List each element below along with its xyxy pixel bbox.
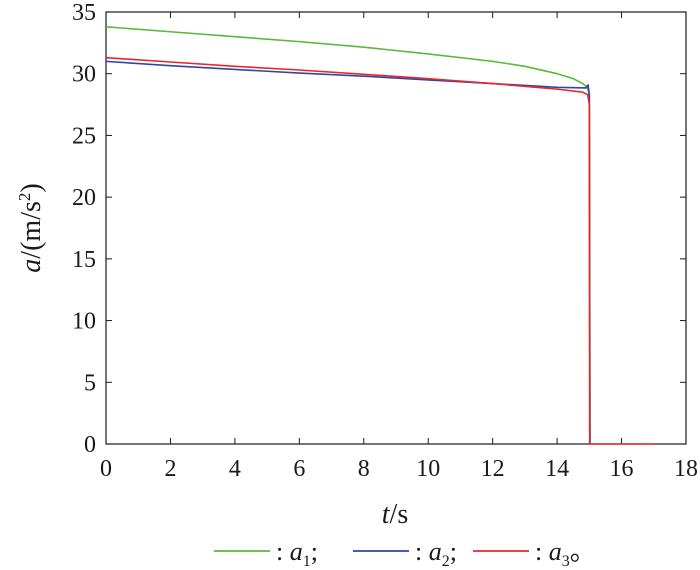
x-tick-label: 8 — [358, 456, 370, 482]
y-tick-label: 30 — [72, 62, 96, 88]
x-tick-label: 0 — [100, 456, 112, 482]
x-tick-label: 14 — [545, 456, 569, 482]
y-tick-label: 10 — [72, 309, 96, 335]
legend: : a1; : a2; : a3。 — [214, 537, 596, 570]
legend-label-a2: : a2; — [415, 537, 457, 570]
x-tick-label: 4 — [229, 456, 241, 482]
y-tick-label: 20 — [72, 185, 96, 211]
legend-label-a1: : a1; — [276, 537, 318, 570]
x-tick-label: 12 — [481, 456, 505, 482]
x-tick-label: 10 — [416, 456, 440, 482]
x-tick-label: 18 — [674, 456, 698, 482]
x-tick-label: 2 — [164, 456, 176, 482]
legend-label-a3: : a3。 — [535, 537, 596, 570]
y-axis-ticks: 0 5 10 15 20 25 30 35 — [72, 0, 686, 458]
x-tick-label: 6 — [293, 456, 305, 482]
y-tick-label: 25 — [72, 123, 96, 149]
y-tick-label: 15 — [72, 247, 96, 273]
x-axis-label: t/s — [382, 499, 408, 530]
y-axis-label: a/(m/s2) — [15, 183, 47, 272]
series-line-a3 — [105, 56, 654, 445]
y-tick-label: 5 — [84, 370, 96, 396]
x-tick-label: 16 — [610, 456, 634, 482]
series-lines — [105, 26, 654, 445]
y-tick-label: 0 — [84, 432, 96, 458]
x-axis-ticks: 0 2 4 6 8 10 12 14 16 18 — [100, 12, 698, 482]
y-tick-label: 35 — [72, 0, 96, 26]
